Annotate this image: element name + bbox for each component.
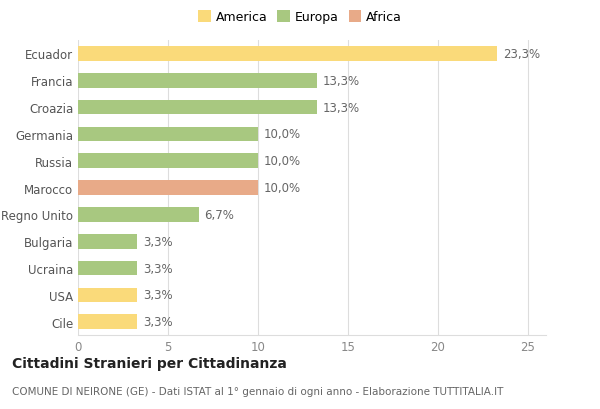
Text: 13,3%: 13,3% — [323, 74, 360, 88]
Bar — [78, 234, 137, 249]
Text: 3,3%: 3,3% — [143, 315, 172, 328]
Legend: America, Europa, Africa: America, Europa, Africa — [193, 6, 407, 29]
Bar — [78, 315, 137, 329]
Text: Cittadini Stranieri per Cittadinanza: Cittadini Stranieri per Cittadinanza — [12, 356, 287, 370]
Bar — [78, 181, 258, 196]
Bar — [78, 101, 317, 115]
Text: 10,0%: 10,0% — [263, 182, 301, 195]
Bar — [78, 127, 258, 142]
Bar — [78, 47, 497, 62]
Text: 3,3%: 3,3% — [143, 289, 172, 302]
Bar — [78, 74, 317, 88]
Text: 13,3%: 13,3% — [323, 101, 360, 114]
Text: 3,3%: 3,3% — [143, 262, 172, 275]
Bar — [78, 154, 258, 169]
Bar — [78, 261, 137, 276]
Text: 23,3%: 23,3% — [503, 48, 540, 61]
Bar — [78, 207, 199, 222]
Text: COMUNE DI NEIRONE (GE) - Dati ISTAT al 1° gennaio di ogni anno - Elaborazione TU: COMUNE DI NEIRONE (GE) - Dati ISTAT al 1… — [12, 387, 503, 396]
Text: 10,0%: 10,0% — [263, 155, 301, 168]
Text: 3,3%: 3,3% — [143, 235, 172, 248]
Bar — [78, 288, 137, 303]
Text: 10,0%: 10,0% — [263, 128, 301, 141]
Text: 6,7%: 6,7% — [204, 209, 234, 221]
